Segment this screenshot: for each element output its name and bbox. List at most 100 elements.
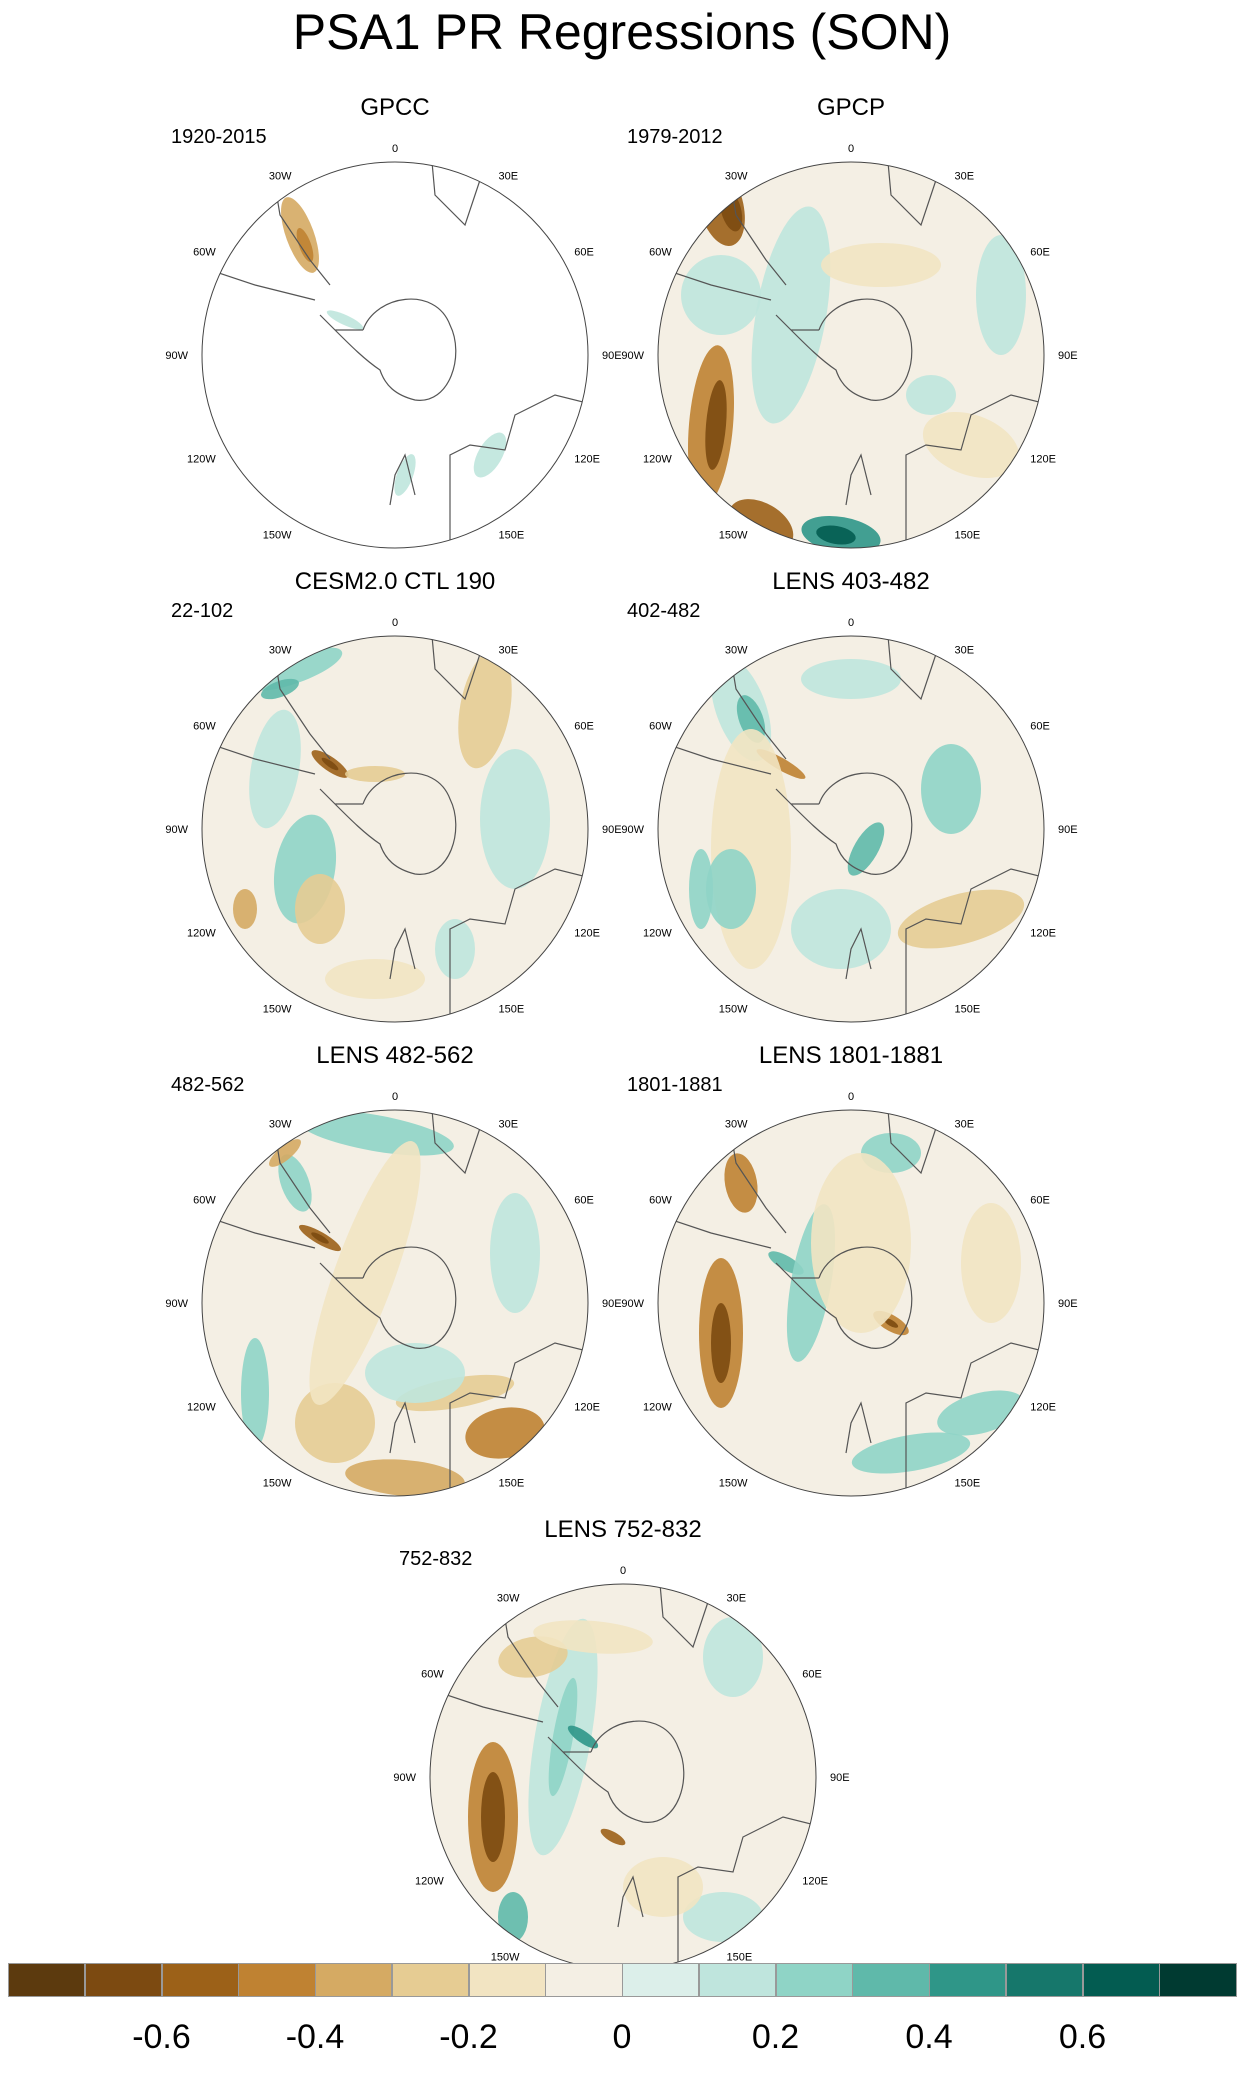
anomaly-patch <box>816 525 856 545</box>
colorbar-swatch <box>238 1963 316 1997</box>
anomaly-patch <box>811 1153 911 1333</box>
anomaly-patch <box>921 744 981 834</box>
new-zealand-coastline <box>845 1401 872 1454</box>
longitude-label: 90W <box>393 1772 416 1784</box>
longitude-label: 90W <box>621 350 644 362</box>
new-zealand-coastline <box>845 927 872 980</box>
longitude-label: 30W <box>269 1119 292 1131</box>
longitude-label: 0 <box>620 1565 626 1577</box>
longitude-label: 150W <box>263 529 292 541</box>
longitude-label: 120W <box>643 454 672 466</box>
anomaly-patch <box>321 757 339 771</box>
anomaly-patch <box>751 206 831 424</box>
anomaly-patch <box>548 1677 578 1797</box>
anomaly-patch <box>711 1303 731 1383</box>
colorbar-swatch <box>468 1963 546 1997</box>
colorbar-swatch <box>1159 1963 1237 1997</box>
anomaly-patch <box>689 849 713 929</box>
colorbar-swatch <box>1005 1963 1083 1997</box>
longitude-label: 30E <box>955 1119 975 1131</box>
anomaly-patch <box>623 1857 703 1917</box>
new-zealand-coastline <box>389 1401 416 1454</box>
australia-coastline <box>677 1816 816 1970</box>
panel-period-label: 1979-2012 <box>627 126 723 148</box>
panel-title: LENS 752-832 <box>544 1516 702 1543</box>
antarctica-coastline <box>775 772 913 875</box>
anomaly-patch <box>435 919 475 979</box>
colorbar-tick-label: 0 <box>612 2018 632 2056</box>
panel-period-label: 402-482 <box>627 600 701 622</box>
colorbar-tick-label: -0.4 <box>285 2018 345 2056</box>
map-boundary <box>657 635 1045 1023</box>
polar-map: 030E60E90E120E150E180150W120W90W60W30W <box>621 1091 1078 1497</box>
longitude-label: 0 <box>848 1091 854 1103</box>
anomaly-patch <box>325 959 425 999</box>
panel-lens-1801-1881: LENS 1801-1881 1801-1881 0 30E 60E 90E 120E 1… <box>621 1041 1081 1501</box>
longitude-label: 30E <box>499 645 519 657</box>
antarctica-coastline <box>775 1246 913 1349</box>
anomaly-patch <box>233 889 257 929</box>
longitude-label: 150W <box>719 529 748 541</box>
australia-coastline <box>449 868 588 1022</box>
colorbar-swatch <box>8 1963 86 1997</box>
longitude-label: 60W <box>193 247 216 259</box>
colorbar-swatch <box>545 1963 623 1997</box>
map-boundary <box>657 161 1045 549</box>
map-boundary <box>201 1109 589 1497</box>
anomaly-patch <box>821 243 941 287</box>
polar-map: 030E60E90E120E150E180150W120W90W60W30W <box>165 1091 622 1497</box>
polar-map: 030E60E90E120E150E180150W120W90W60W30W <box>165 617 622 1023</box>
longitude-label: 150W <box>491 1951 520 1963</box>
new-zealand-coastline <box>389 927 416 980</box>
longitude-label: 60W <box>421 1669 444 1681</box>
colorbar-swatch <box>775 1963 853 1997</box>
anomaly-patch <box>311 1232 329 1244</box>
longitude-label: 30E <box>955 171 975 183</box>
anomaly-field <box>281 197 507 496</box>
panel-lens-752-832: LENS 752-832 752-832 0 30E 60E 90E 120E 150E 1… <box>393 1515 853 1975</box>
anomaly-patch <box>498 1892 528 1942</box>
anomaly-patch <box>533 1620 653 1654</box>
anomaly-patch <box>345 1459 465 1496</box>
anomaly-patch <box>801 659 901 699</box>
panel-title: GPCP <box>816 94 885 121</box>
anomaly-field <box>233 647 550 999</box>
longitude-label: 90W <box>621 824 644 836</box>
colorbar-swatch <box>315 1963 393 1997</box>
longitude-label: 60E <box>1030 247 1050 259</box>
colorbar-swatch <box>698 1963 776 1997</box>
longitude-label: 30E <box>955 645 975 657</box>
antarctica-coastline <box>319 298 457 401</box>
longitude-label: 90E <box>1058 350 1078 362</box>
australia-coastline <box>449 394 588 548</box>
anomaly-patch <box>345 766 405 782</box>
longitude-label: 60E <box>574 721 594 733</box>
panel-period-label: 1920-2015 <box>171 126 267 148</box>
anomaly-patch <box>473 432 507 478</box>
colorbar-tick-label: -0.6 <box>132 2018 191 2056</box>
panel-period-label: 1801-1881 <box>627 1074 723 1096</box>
panel-title: GPCC <box>360 94 430 121</box>
new-zealand-coastline <box>845 453 872 506</box>
longitude-label: 90W <box>621 1298 644 1310</box>
colorbar-tick-label: 0.4 <box>905 2018 953 2056</box>
longitude-label: 90E <box>1058 824 1078 836</box>
anomaly-patch <box>706 849 756 929</box>
polar-map: 030E60E90E120E150E180150W120W90W60W30W <box>165 143 622 549</box>
panel-title: LENS 1801-1881 <box>758 1042 944 1069</box>
anomaly-patch <box>498 1636 568 1678</box>
longitude-label: 90E <box>830 1772 850 1784</box>
anomaly-patch <box>269 1139 301 1167</box>
longitude-label: 150E <box>955 1003 981 1015</box>
colorbar-tick-label: 0.2 <box>751 2018 800 2056</box>
australia-coastline <box>905 394 1044 548</box>
antarctica-coastline <box>319 772 457 875</box>
colorbar-swatch <box>929 1963 1007 1997</box>
longitude-label: 0 <box>848 143 854 155</box>
panel-cesm2-ctl: CESM2.0 CTL 190 22-102 0 30E 60E 90E 120E 150… <box>165 567 625 1027</box>
anomaly-patch <box>490 1193 540 1313</box>
panel-title: CESM2.0 CTL 190 <box>294 568 496 595</box>
anomaly-patch <box>711 729 791 969</box>
longitude-label: 90E <box>602 824 622 836</box>
longitude-label: 120W <box>415 1876 444 1888</box>
